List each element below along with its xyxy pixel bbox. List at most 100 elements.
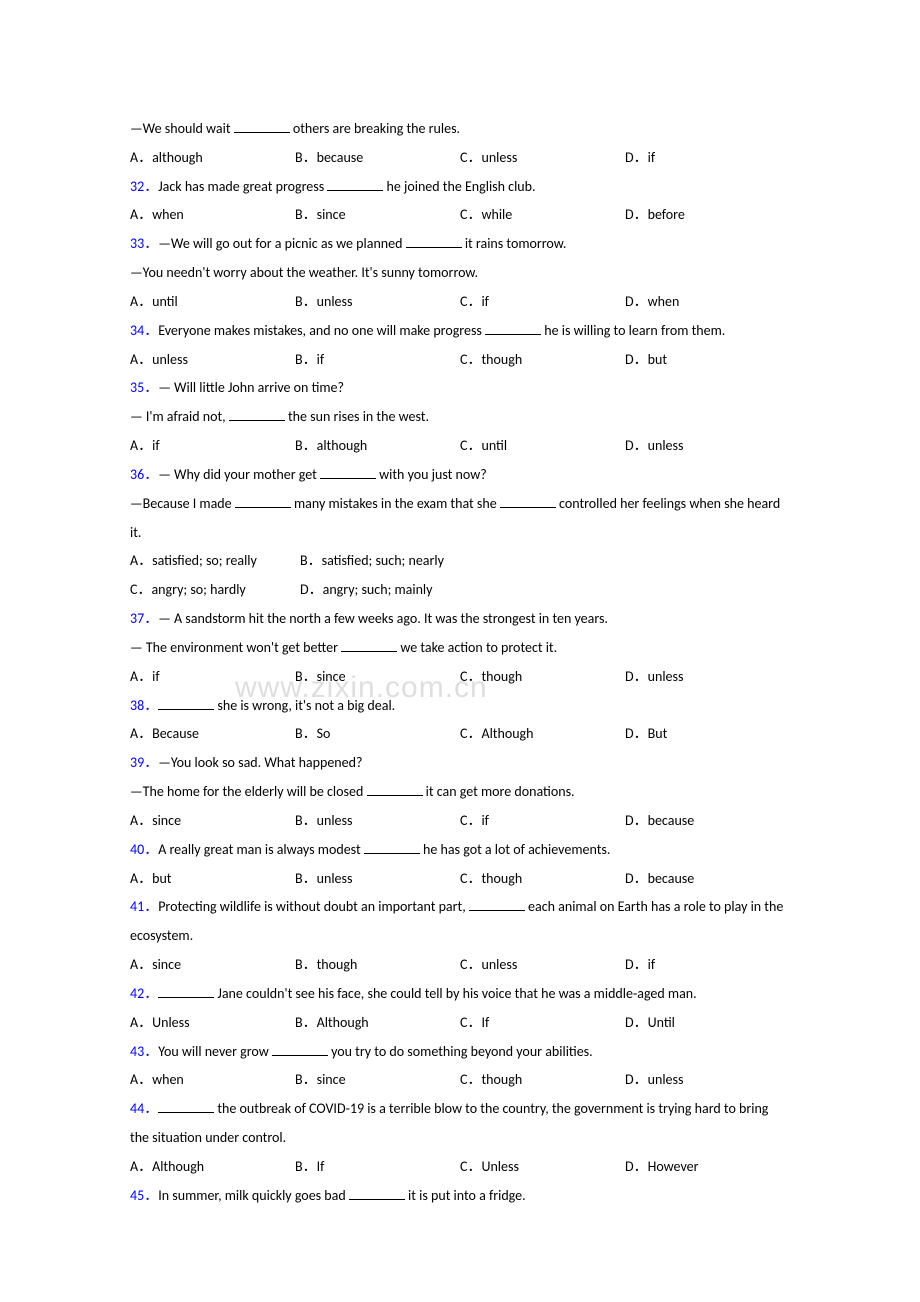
text-line: 33．—We will go out for a picnic as we pl… [130, 230, 790, 259]
blank [158, 696, 214, 710]
option-d: D．because [625, 807, 790, 836]
option: D．angry; such; mainly [300, 581, 433, 598]
option-c: C．though [460, 663, 625, 692]
blank [158, 1099, 214, 1113]
blank [485, 321, 541, 335]
blank [320, 465, 376, 479]
option-b: B．So [295, 720, 460, 749]
options-row: A．BecauseB．SoC．AlthoughD．But [130, 720, 790, 749]
option-b: B．since [295, 663, 460, 692]
blank [327, 177, 383, 191]
question-number: 45． [130, 1187, 158, 1204]
option-d: D．unless [625, 1066, 790, 1095]
options-row: A．sinceB．thoughC．unlessD．if [130, 951, 790, 980]
text-line: 40．A really great man is always modest h… [130, 836, 790, 865]
options-row: A．whenB．sinceC．thoughD．unless [130, 1066, 790, 1095]
text-line: — I'm afraid not, the sun rises in the w… [130, 403, 790, 432]
text-line: 39．—You look so sad. What happened? [130, 749, 790, 778]
options-row: A．untilB．unlessC．ifD．when [130, 288, 790, 317]
option-c: C．unless [460, 144, 625, 173]
option-b: B．Although [295, 1009, 460, 1038]
option-d: D．unless [625, 663, 790, 692]
option-c: C．Unless [460, 1153, 625, 1182]
option-b: B．unless [295, 288, 460, 317]
option-a: A．since [130, 807, 295, 836]
text-line: —The home for the elderly will be closed… [130, 778, 790, 807]
option-d: D．if [625, 144, 790, 173]
blank [349, 1186, 405, 1200]
question-number: 39． [130, 754, 158, 771]
question-number: 35． [130, 379, 158, 396]
text-line: 35．— Will little John arrive on time? [130, 374, 790, 403]
blank [272, 1042, 328, 1056]
text-line: 41．Protecting wildlife is without doubt … [130, 893, 790, 951]
question-number: 34． [130, 322, 158, 339]
text-line: 44． the outbreak of COVID-19 is a terrib… [130, 1095, 790, 1153]
option-a: A．since [130, 951, 295, 980]
option-b: B．though [295, 951, 460, 980]
option-b: B．since [295, 1066, 460, 1095]
blank [406, 234, 462, 248]
option-a: A．Unless [130, 1009, 295, 1038]
options-row: A．althoughB．becauseC．unlessD．if [130, 144, 790, 173]
text-line: 43．You will never grow you try to do som… [130, 1038, 790, 1067]
options-row: C．angry; so; hardlyD．angry; such; mainly [130, 576, 790, 605]
options-row: A．AlthoughB．IfC．UnlessD．However [130, 1153, 790, 1182]
option-a: A．unless [130, 346, 295, 375]
options-row: A．ifB．sinceC．thoughD．unless [130, 663, 790, 692]
option-a: A．when [130, 1066, 295, 1095]
options-row: A．whenB．sinceC．whileD．before [130, 201, 790, 230]
option-d: D．if [625, 951, 790, 980]
option-b: B．If [295, 1153, 460, 1182]
option-a: A．until [130, 288, 295, 317]
option-b: B．although [295, 432, 460, 461]
text-line: —Because I made many mistakes in the exa… [130, 490, 790, 548]
option-a: A．if [130, 432, 295, 461]
option-c: C．though [460, 865, 625, 894]
option-c: C．unless [460, 951, 625, 980]
text-line: 45．In summer, milk quickly goes bad it i… [130, 1182, 790, 1211]
question-number: 40． [130, 841, 158, 858]
option-c: C．though [460, 346, 625, 375]
option-c: C．If [460, 1009, 625, 1038]
option: C．angry; so; hardly [130, 576, 300, 605]
text-line: —You needn't worry about the weather. It… [130, 259, 790, 288]
document-content: —We should wait others are breaking the … [130, 115, 790, 1210]
blank [500, 494, 556, 508]
option-b: B．because [295, 144, 460, 173]
text-line: 38． she is wrong, it's not a big deal. [130, 692, 790, 721]
option-c: C．while [460, 201, 625, 230]
text-line: 34．Everyone makes mistakes, and no one w… [130, 317, 790, 346]
question-number: 33． [130, 235, 158, 252]
option-c: C．Although [460, 720, 625, 749]
option-d: D．However [625, 1153, 790, 1182]
text-line: 32．Jack has made great progress he joine… [130, 173, 790, 202]
question-number: 41． [130, 898, 158, 915]
text-line: — The environment won't get better we ta… [130, 634, 790, 663]
options-row: A．butB．unlessC．thoughD．because [130, 865, 790, 894]
option-d: D．unless [625, 432, 790, 461]
question-number: 37． [130, 610, 158, 627]
option-d: D．before [625, 201, 790, 230]
option-c: C．if [460, 807, 625, 836]
option-a: A．if [130, 663, 295, 692]
blank [364, 840, 420, 854]
options-row: A．ifB．althoughC．untilD．unless [130, 432, 790, 461]
option-d: D．when [625, 288, 790, 317]
question-number: 43． [130, 1043, 158, 1060]
blank [235, 494, 291, 508]
option: B．satisfied; such; nearly [300, 552, 444, 569]
blank [229, 407, 285, 421]
options-row: A．UnlessB．AlthoughC．IfD．Until [130, 1009, 790, 1038]
question-number: 36． [130, 466, 158, 483]
option-d: D．but [625, 346, 790, 375]
option-b: B．since [295, 201, 460, 230]
option-c: C．though [460, 1066, 625, 1095]
options-row: A．sinceB．unlessC．ifD．because [130, 807, 790, 836]
text-line: —We should wait others are breaking the … [130, 115, 790, 144]
option-c: C．if [460, 288, 625, 317]
option-a: A．Because [130, 720, 295, 749]
blank [469, 897, 525, 911]
question-number: 32． [130, 178, 158, 195]
blank [367, 782, 423, 796]
